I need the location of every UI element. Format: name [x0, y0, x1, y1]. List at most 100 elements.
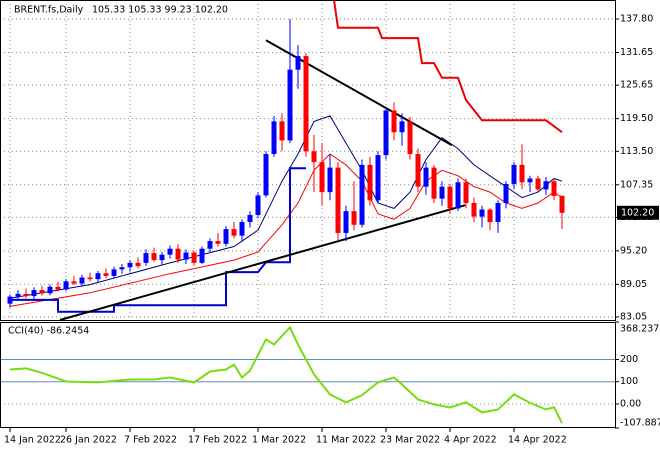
last-price-label: 102.20 [621, 207, 654, 218]
x-tick-label: 23 Mar 2022 [380, 435, 440, 446]
candle-body [391, 110, 397, 133]
candle-body [239, 222, 245, 236]
overlay-line [9, 115, 563, 299]
x-tick-label: 4 Apr 2022 [444, 435, 497, 446]
chart-title: BRENT.fs,Daily [14, 5, 84, 16]
candle-body [207, 241, 213, 249]
cci-tick-label: -107.8874 [620, 418, 660, 429]
candle-body [47, 286, 53, 294]
candle-body [543, 181, 549, 190]
candle-body [479, 209, 485, 217]
candle-body [175, 248, 181, 260]
candle-body [159, 254, 165, 261]
candle-body [7, 296, 13, 304]
x-tick-label: 7 Feb 2022 [124, 435, 177, 446]
candle-body [303, 56, 309, 152]
main-pane-frame [0, 0, 616, 321]
cci-tick-label: 200 [620, 354, 638, 365]
y-tick-label: 95.20 [620, 245, 647, 256]
candle-body [551, 181, 557, 196]
candle-body [87, 277, 93, 280]
candle-body [215, 241, 221, 244]
y-tick-label: 125.65 [620, 80, 653, 91]
candle-body [367, 164, 373, 201]
candle-body [519, 164, 525, 183]
candle-body [399, 121, 405, 133]
candle-body [311, 151, 317, 163]
candle-body [63, 281, 69, 290]
candle-body [247, 214, 253, 223]
candle-body [199, 248, 205, 263]
candle-body [103, 273, 109, 276]
x-tick-label: 14 Jan 2022 [4, 435, 61, 446]
candle-body [31, 290, 37, 297]
candle-body [79, 277, 85, 284]
candle-body [447, 186, 453, 209]
candle-body [535, 178, 541, 190]
candle-body [511, 164, 517, 184]
candle-body [95, 273, 101, 280]
candle-body [255, 195, 261, 215]
candle-body [319, 162, 325, 193]
overlay-line [333, 0, 563, 134]
candle-body [375, 155, 381, 201]
cci-title: CCI(40) -86.2454 [8, 326, 89, 337]
candle-body [423, 167, 429, 187]
y-tick-label: 131.65 [620, 47, 653, 58]
candle-body [471, 202, 477, 217]
candle-body [191, 252, 197, 263]
candle-body [527, 178, 533, 183]
y-tick-label: 113.50 [620, 146, 653, 157]
marks [7, 0, 565, 424]
cci-tick-label: 100 [620, 376, 638, 387]
candle-body [39, 290, 45, 294]
candle-body [55, 286, 61, 290]
candle-body [487, 209, 493, 223]
x-tick-label: 11 Mar 2022 [316, 435, 376, 446]
candle-body [71, 281, 77, 284]
candle-body [351, 211, 357, 225]
candle-body [151, 253, 157, 261]
y-tick-label: 119.50 [620, 113, 653, 124]
cci-tick-label: 0.00 [620, 398, 641, 409]
candle-body [135, 262, 141, 267]
cci-line [9, 325, 563, 424]
cci-tick-label: 368.2377 [620, 324, 660, 335]
candle-body [223, 229, 229, 244]
candle-body [287, 69, 293, 141]
candle-body [431, 167, 437, 199]
candle-body [183, 252, 189, 260]
candle-body [143, 253, 149, 263]
candle-body [271, 121, 277, 155]
x-tick-label: 1 Mar 2022 [252, 435, 306, 446]
candle-body [23, 293, 29, 297]
overlay-line [59, 204, 466, 321]
x-tick-label: 14 Apr 2022 [508, 435, 567, 446]
candle-body [263, 154, 269, 196]
y-tick-label: 137.80 [620, 14, 653, 25]
candle-body [455, 182, 461, 209]
candle-body [359, 164, 365, 225]
candle-body [495, 202, 501, 223]
overlay-line [10, 167, 306, 313]
y-tick-label: 83.05 [620, 312, 647, 323]
candle-body [231, 229, 237, 236]
x-tick-label: 17 Feb 2022 [188, 435, 247, 446]
candle-body [127, 262, 133, 268]
candle-body [15, 293, 21, 297]
candle-body [383, 110, 389, 156]
candle-body [119, 267, 125, 270]
candle-body [559, 195, 565, 213]
candle-body [463, 182, 469, 203]
candle-body [327, 167, 333, 193]
candle-body [439, 186, 445, 199]
candle-body [167, 248, 173, 255]
candle-body [415, 154, 421, 187]
last-price-box [617, 205, 659, 220]
y-tick-label: 89.05 [620, 279, 647, 290]
candle-body [503, 183, 509, 203]
candle-body [295, 56, 301, 70]
y-tick-label: 107.35 [620, 179, 653, 190]
